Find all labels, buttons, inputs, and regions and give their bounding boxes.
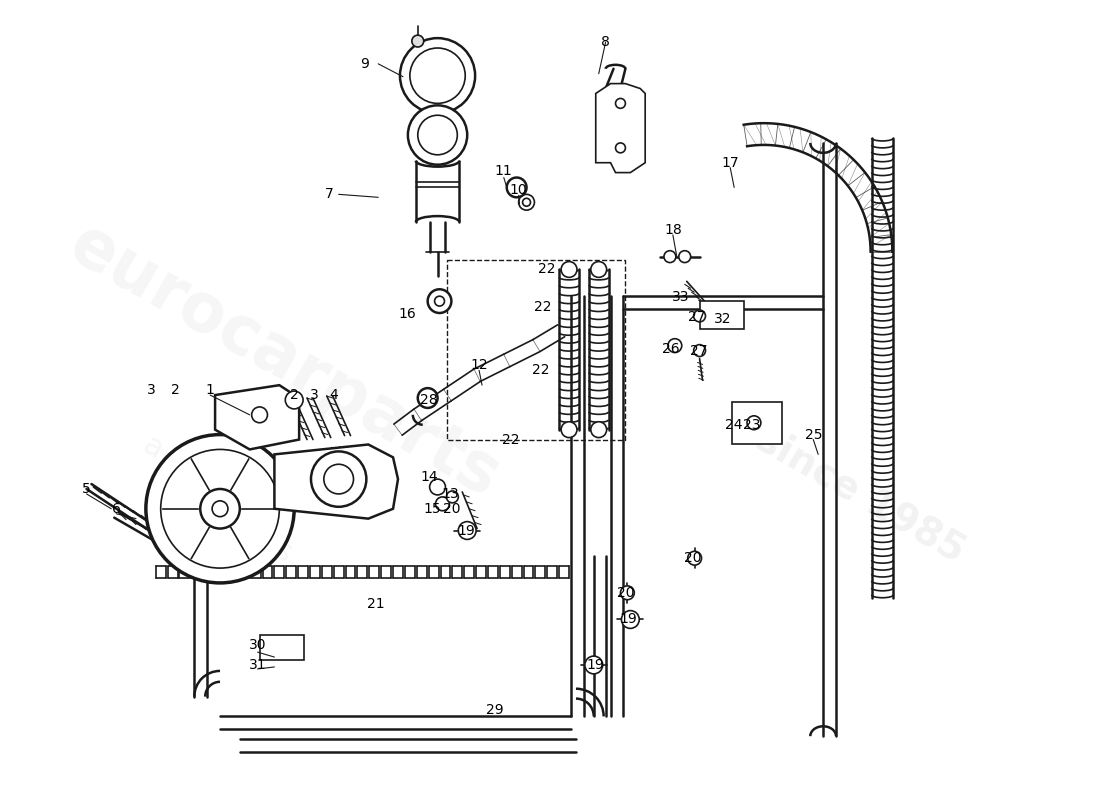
Text: 19: 19	[587, 658, 605, 672]
Text: 31: 31	[249, 658, 266, 672]
Text: 22: 22	[538, 262, 556, 277]
Text: 5: 5	[82, 482, 91, 496]
Circle shape	[688, 551, 702, 565]
Text: 11: 11	[495, 164, 513, 178]
Circle shape	[591, 422, 606, 438]
Circle shape	[428, 290, 451, 313]
Circle shape	[518, 194, 535, 210]
Circle shape	[620, 586, 635, 600]
Text: 2: 2	[289, 388, 298, 402]
Text: 14: 14	[421, 470, 439, 484]
Circle shape	[311, 451, 366, 506]
Circle shape	[459, 522, 476, 539]
Circle shape	[585, 656, 603, 674]
Text: 20: 20	[617, 586, 635, 600]
Text: 19: 19	[619, 613, 637, 626]
Text: 22: 22	[531, 363, 549, 378]
Circle shape	[434, 296, 444, 306]
Text: 22: 22	[502, 433, 519, 446]
Text: 33: 33	[672, 290, 690, 304]
Circle shape	[200, 489, 240, 529]
Text: 15: 15	[424, 502, 441, 516]
Text: 24: 24	[725, 418, 742, 432]
Text: 18: 18	[664, 223, 682, 237]
Text: 3: 3	[309, 388, 318, 402]
Circle shape	[408, 106, 468, 165]
Circle shape	[561, 262, 578, 278]
Text: 6: 6	[112, 502, 121, 516]
Text: 26: 26	[662, 342, 680, 355]
Text: 2: 2	[172, 383, 180, 397]
Circle shape	[418, 388, 438, 408]
Text: 16: 16	[398, 307, 416, 321]
Circle shape	[507, 178, 527, 198]
Text: for cars: for cars	[184, 485, 298, 568]
Circle shape	[747, 416, 761, 430]
Circle shape	[694, 345, 705, 357]
Text: 12: 12	[471, 358, 488, 372]
Circle shape	[436, 497, 450, 510]
Text: 29: 29	[486, 703, 504, 718]
Circle shape	[694, 310, 705, 322]
Circle shape	[418, 115, 458, 154]
Text: 28: 28	[420, 393, 438, 407]
Text: 7: 7	[324, 187, 333, 202]
Circle shape	[410, 48, 465, 103]
Circle shape	[664, 250, 675, 262]
Text: 8: 8	[602, 35, 610, 49]
Text: 9: 9	[360, 57, 368, 71]
FancyBboxPatch shape	[733, 402, 782, 443]
Circle shape	[616, 143, 626, 153]
Text: 32: 32	[714, 312, 732, 326]
Circle shape	[668, 338, 682, 353]
Text: 27: 27	[688, 310, 705, 324]
FancyBboxPatch shape	[700, 301, 744, 329]
Text: 20: 20	[442, 502, 460, 516]
Text: a passion: a passion	[139, 430, 278, 528]
Circle shape	[252, 407, 267, 422]
Circle shape	[323, 464, 353, 494]
Text: 30: 30	[249, 638, 266, 652]
Circle shape	[430, 479, 446, 495]
Circle shape	[161, 450, 279, 568]
Circle shape	[212, 501, 228, 517]
Text: 13: 13	[441, 487, 459, 501]
Circle shape	[591, 262, 606, 278]
Text: 17: 17	[722, 156, 739, 170]
Circle shape	[400, 38, 475, 114]
Text: 25: 25	[804, 428, 822, 442]
Text: 1: 1	[206, 383, 214, 397]
Text: 3: 3	[146, 383, 155, 397]
Circle shape	[561, 422, 578, 438]
Circle shape	[621, 610, 639, 628]
Text: 10: 10	[509, 183, 527, 198]
Text: 22: 22	[534, 300, 551, 314]
Text: 20: 20	[684, 551, 702, 565]
Polygon shape	[274, 445, 398, 518]
Circle shape	[285, 391, 304, 409]
Circle shape	[522, 198, 530, 206]
Text: 23: 23	[744, 418, 761, 432]
Text: 4: 4	[329, 388, 338, 402]
Text: since 1985: since 1985	[749, 420, 972, 570]
Text: eurocarparts: eurocarparts	[57, 210, 512, 510]
FancyBboxPatch shape	[260, 635, 304, 660]
Text: 19: 19	[458, 523, 475, 538]
Text: 27: 27	[690, 343, 707, 358]
Text: 21: 21	[367, 597, 385, 610]
Circle shape	[146, 434, 294, 583]
Circle shape	[447, 491, 459, 503]
Polygon shape	[596, 84, 646, 173]
Circle shape	[411, 35, 424, 47]
Circle shape	[616, 98, 626, 108]
Polygon shape	[216, 385, 299, 450]
Circle shape	[679, 250, 691, 262]
